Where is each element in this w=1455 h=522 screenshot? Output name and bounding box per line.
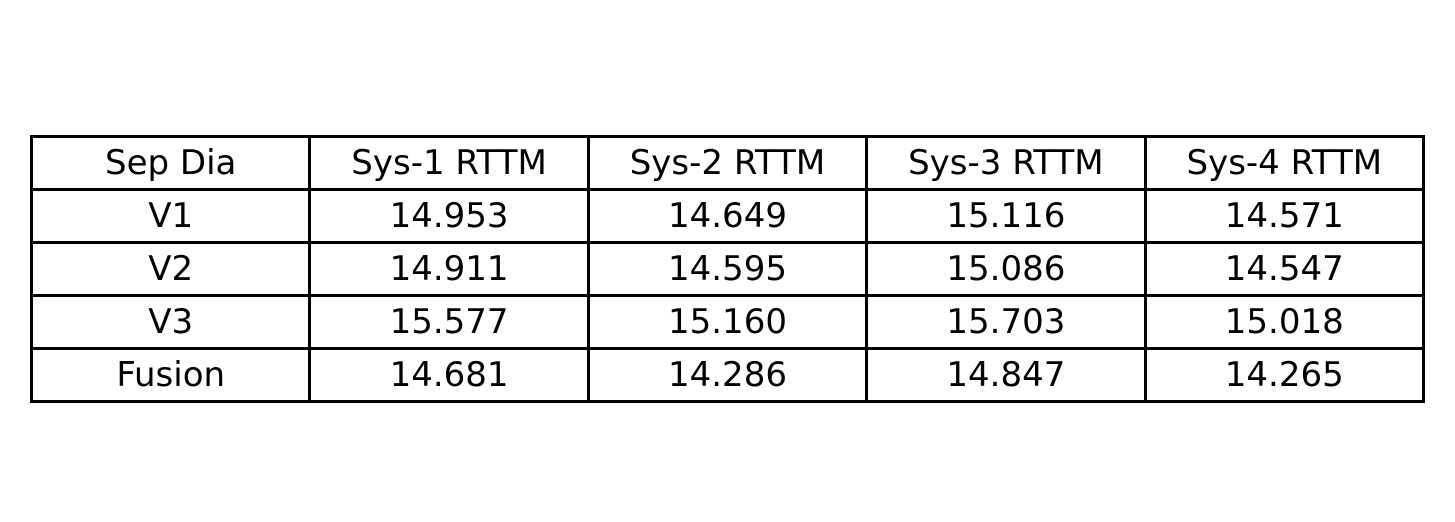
table-row: V1 14.953 14.649 15.116 14.571 <box>29 188 1426 244</box>
header-cell: Sys-3 RTTM <box>865 135 1147 191</box>
header-cell: Sep Dia <box>29 135 312 191</box>
header-cell: Sys-4 RTTM <box>1143 135 1426 191</box>
row-label-cell: V2 <box>29 241 312 297</box>
table-cell: 15.086 <box>865 241 1147 297</box>
table-row: Fusion 14.681 14.286 14.847 14.265 <box>29 347 1426 403</box>
table-cell: 14.953 <box>308 188 590 244</box>
table-cell: 14.265 <box>1143 347 1426 403</box>
table-cell: 14.571 <box>1143 188 1426 244</box>
header-cell: Sys-2 RTTM <box>586 135 869 191</box>
table-cell: 15.116 <box>865 188 1147 244</box>
table-cell: 15.577 <box>308 294 590 350</box>
table-row: V2 14.911 14.595 15.086 14.547 <box>29 241 1426 297</box>
table-cell: 14.649 <box>586 188 869 244</box>
table-row: V3 15.577 15.160 15.703 15.018 <box>29 294 1426 350</box>
row-label-cell: Fusion <box>29 347 312 403</box>
header-row: Sep Dia Sys-1 RTTM Sys-2 RTTM Sys-3 RTTM… <box>29 135 1426 191</box>
table-cell: 15.703 <box>865 294 1147 350</box>
table-cell: 14.681 <box>308 347 590 403</box>
row-label-cell: V1 <box>29 188 312 244</box>
table-cell: 14.847 <box>865 347 1147 403</box>
table-cell: 14.547 <box>1143 241 1426 297</box>
header-cell: Sys-1 RTTM <box>308 135 590 191</box>
row-label-cell: V3 <box>29 294 312 350</box>
table-cell: 14.911 <box>308 241 590 297</box>
table-cell: 14.286 <box>586 347 869 403</box>
results-table: Sep Dia Sys-1 RTTM Sys-2 RTTM Sys-3 RTTM… <box>29 135 1426 403</box>
table-cell: 14.595 <box>586 241 869 297</box>
table-cell: 15.018 <box>1143 294 1426 350</box>
table-cell: 15.160 <box>586 294 869 350</box>
